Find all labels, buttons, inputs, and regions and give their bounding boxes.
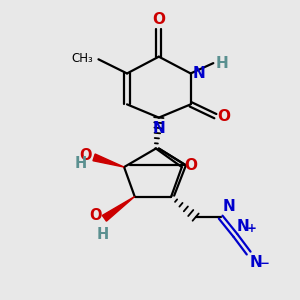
Text: O: O [184,158,197,173]
Text: H: H [74,156,87,171]
Text: N: N [152,121,165,136]
Text: O: O [89,208,101,224]
Text: −: − [260,256,270,270]
Text: H: H [216,56,228,70]
Text: H: H [97,227,109,242]
Polygon shape [102,196,135,221]
Polygon shape [93,154,124,167]
Text: N: N [222,199,235,214]
Text: O: O [152,12,165,27]
Text: O: O [218,109,231,124]
Text: N: N [237,219,250,234]
Text: N: N [193,66,206,81]
Text: +: + [247,222,256,235]
Text: O: O [79,148,92,164]
Text: CH₃: CH₃ [72,52,94,65]
Text: N: N [250,255,263,270]
